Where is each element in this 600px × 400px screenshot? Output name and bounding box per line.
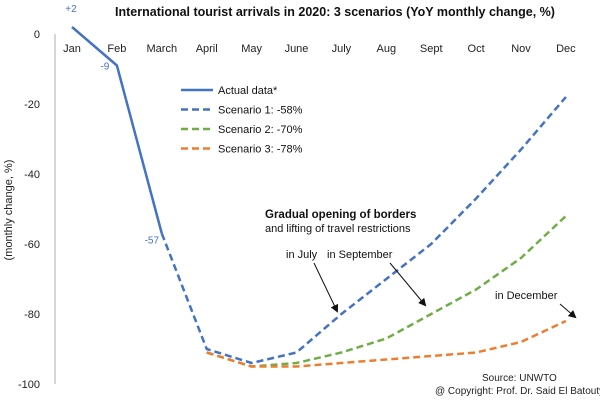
copyright-text: @ Copyright: Prof. Dr. Said El Batouty xyxy=(435,386,600,397)
arrow-july xyxy=(313,262,339,313)
x-tick-label: April xyxy=(196,43,218,55)
annotation-heading-2: and lifting of travel restrictions xyxy=(265,223,411,235)
y-tick-label: 0 xyxy=(34,29,40,41)
x-tick-label: Oct xyxy=(468,43,485,55)
data-labels: +2 -9 -57 xyxy=(65,4,159,247)
arrow-december xyxy=(559,303,577,319)
data-label: +2 xyxy=(65,4,77,15)
x-tick-label: Feb xyxy=(107,43,126,55)
chart-title: International tourist arrivals in 2020: … xyxy=(115,5,555,19)
y-tick-label: -80 xyxy=(24,309,40,321)
source-text: Source: UNWTO xyxy=(482,373,557,384)
y-axis-label: (monthly change, %) xyxy=(3,160,15,261)
annotation-heading-1: Gradual opening of borders xyxy=(265,209,416,221)
annotation-july: in July xyxy=(286,249,318,261)
x-tick-labels: Jan Feb March April May June July Aug Sept Oct Nov… xyxy=(63,43,576,55)
y-tick-label: -100 xyxy=(18,379,40,391)
annotation-september: in September xyxy=(327,249,393,261)
x-tick-label: June xyxy=(285,43,309,55)
arrow-september xyxy=(389,262,427,307)
x-tick-label: Dec xyxy=(556,43,576,55)
x-tick-label: May xyxy=(241,43,262,55)
y-tick-label: -40 xyxy=(24,169,40,181)
y-tick-label: -60 xyxy=(24,239,40,251)
x-tick-label: Jan xyxy=(63,43,81,55)
annotation-december: in December xyxy=(495,290,558,302)
legend-label: Actual data* xyxy=(218,85,278,97)
legend-label: Scenario 3: -78% xyxy=(218,144,303,156)
series-line-1 xyxy=(71,26,164,234)
series-line-4 xyxy=(206,319,567,368)
legend-label: Scenario 2: -70% xyxy=(218,124,303,136)
series-lines xyxy=(71,26,567,368)
legend-label: Scenario 1: -58% xyxy=(218,105,303,117)
x-tick-label: Aug xyxy=(377,43,397,55)
y-tick-label: -20 xyxy=(24,99,40,111)
y-tick-labels: 0 -20 -40 -60 -80 -100 xyxy=(18,29,40,391)
series-line-3 xyxy=(206,215,567,368)
x-tick-label: March xyxy=(147,43,178,55)
data-label: -57 xyxy=(145,236,160,247)
series-line-2 xyxy=(160,96,567,365)
legend: Actual data* Scenario 1: -58% Scenario 2: … xyxy=(181,85,303,156)
x-tick-label: Sept xyxy=(420,43,443,55)
x-tick-label: July xyxy=(332,43,352,55)
data-label: -9 xyxy=(100,62,109,73)
x-tick-label: Nov xyxy=(511,43,531,55)
